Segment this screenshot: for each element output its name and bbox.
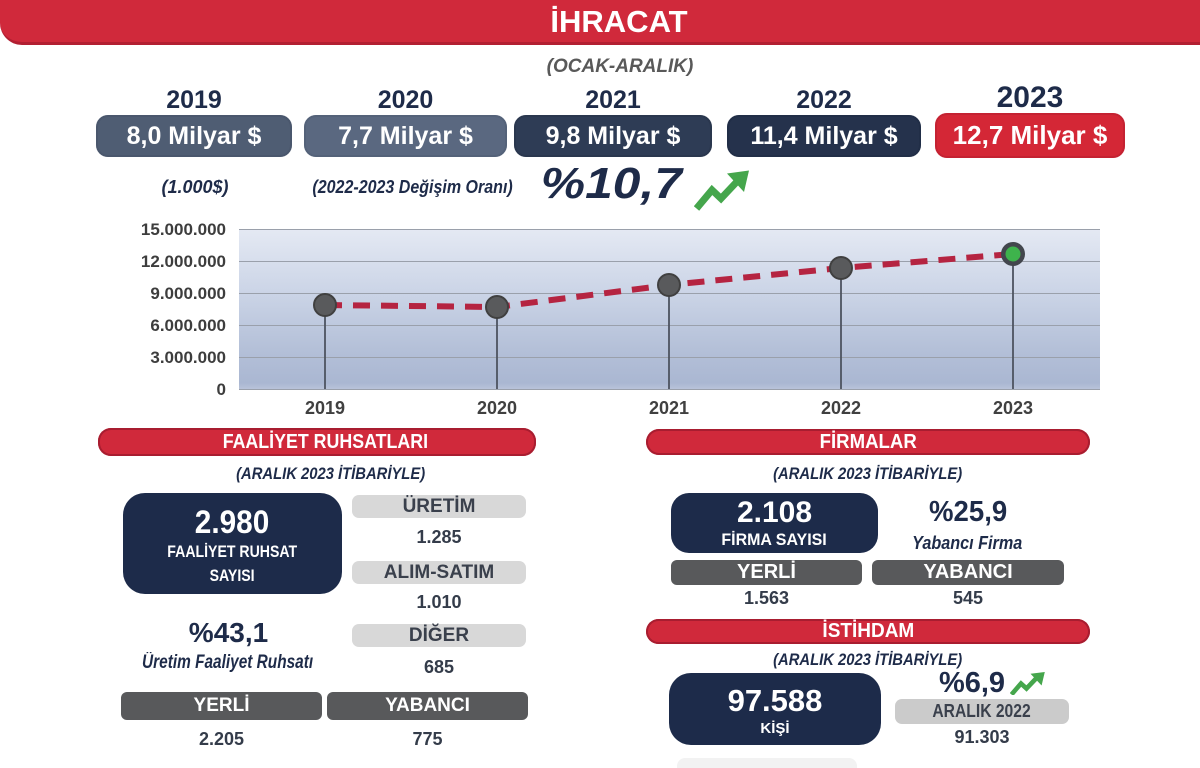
svg-text:2022: 2022 (821, 398, 861, 418)
svg-text:15.000.000: 15.000.000 (141, 220, 226, 239)
svg-text:2019: 2019 (305, 398, 345, 418)
svg-text:6.000.000: 6.000.000 (150, 316, 226, 335)
svg-text:2023: 2023 (993, 398, 1033, 418)
svg-text:12.000.000: 12.000.000 (141, 252, 226, 271)
svg-text:2020: 2020 (477, 398, 517, 418)
svg-text:3.000.000: 3.000.000 (150, 348, 226, 367)
svg-text:9.000.000: 9.000.000 (150, 284, 226, 303)
svg-text:0: 0 (217, 380, 226, 399)
svg-text:2021: 2021 (649, 398, 689, 418)
